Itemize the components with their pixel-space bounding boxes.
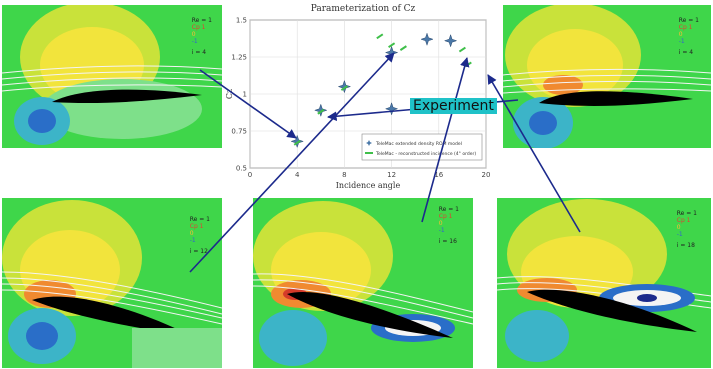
model-point	[458, 46, 466, 53]
legend-line: 0	[676, 224, 681, 231]
flow-panel-top-right: Re = 1 Cp 1 0 -1 i = 4	[503, 5, 711, 148]
y-axis-label: Cz	[225, 89, 234, 99]
legend-entry: TeleMac extended density ROM model	[375, 141, 462, 147]
angle-label: i = 16	[438, 238, 457, 245]
model-point	[399, 45, 407, 51]
legend-line: 0	[678, 31, 683, 38]
model-point	[388, 42, 396, 48]
legend-line: Cp 1	[438, 213, 453, 220]
panel-legend-top-left: Re = 1 Cp 1 0 -1 i = 4	[192, 17, 212, 56]
flow-panel-bottom-center: Re = 1 Cp 1 0 -1 i = 16	[253, 198, 473, 368]
legend-line: Re = 1	[191, 17, 212, 24]
x-tick-label: 4	[295, 171, 300, 179]
y-tick-label: 1	[243, 91, 247, 99]
chart-title: Parameterization of Cz	[310, 4, 416, 14]
angle-label: i = 4	[191, 49, 207, 56]
angle-label: i = 4	[678, 49, 694, 56]
panel-legend-bottom-left: Re = 1 Cp 1 0 -1 i = 12	[190, 216, 210, 255]
legend-line: 0	[438, 220, 443, 227]
panel-legend-bottom-right: Re = 1 Cp 1 0 -1 i = 18	[677, 210, 697, 249]
x-tick-label: 16	[434, 171, 443, 179]
legend-line: -1	[678, 38, 685, 45]
legend-line: Re = 1	[189, 216, 210, 223]
y-tick-label: 1.5	[236, 17, 247, 25]
x-tick-label: 12	[387, 171, 396, 179]
legend-line: -1	[438, 227, 445, 234]
x-axis-label: Incidence angle	[336, 181, 401, 190]
flow-field-bottom-left	[2, 198, 222, 368]
legend-line: -1	[676, 231, 683, 238]
flow-panel-bottom-right: Re = 1 Cp 1 0 -1 i = 18	[497, 198, 711, 368]
angle-label: i = 12	[189, 248, 208, 255]
x-tick-label: 8	[342, 171, 346, 179]
experiment-label: Experiment	[410, 98, 497, 114]
chart-canvas: 0 4 8 12 16 20 0.5 0.75 1 1.25 1.5 Incidence angle C…	[225, 17, 491, 191]
flow-field-top-left	[2, 5, 222, 148]
y-tick-label: 0.75	[231, 128, 247, 136]
legend-line: Cp 1	[676, 217, 691, 224]
y-tick-label: 0.5	[236, 165, 247, 173]
model-point	[376, 33, 384, 40]
x-tick-label: 20	[482, 171, 491, 179]
legend-line: -1	[191, 38, 198, 45]
legend-line: Re = 1	[438, 206, 459, 213]
experiment-point	[420, 32, 434, 47]
legend-line: 0	[191, 31, 196, 38]
legend-line: Re = 1	[676, 210, 697, 217]
legend-line: Re = 1	[678, 17, 699, 24]
x-tick-label: 0	[248, 171, 252, 179]
cz-chart: Parameterization of Cz 0 4 8 12 16 20 0.5 0.75 1…	[222, 2, 504, 192]
legend-entry: TeleMac - reconstructed incidence (4° or…	[375, 151, 476, 157]
flow-panel-bottom-left: Re = 1 Cp 1 0 -1 i = 12	[2, 198, 222, 368]
angle-label: i = 18	[676, 242, 695, 249]
y-tick-label: 1.25	[231, 54, 247, 62]
legend-line: Cp 1	[678, 24, 693, 31]
legend-line: -1	[189, 237, 196, 244]
legend-line: 0	[189, 230, 194, 237]
legend-line: Cp 1	[191, 24, 206, 31]
panel-legend-bottom-center: Re = 1 Cp 1 0 -1 i = 16	[439, 206, 459, 245]
legend-line: Cp 1	[189, 223, 204, 230]
flow-panel-top-left: Re = 1 Cp 1 0 -1 i = 4	[2, 5, 222, 148]
panel-legend-top-right: Re = 1 Cp 1 0 -1 i = 4	[679, 17, 699, 56]
experiment-point	[443, 33, 458, 48]
